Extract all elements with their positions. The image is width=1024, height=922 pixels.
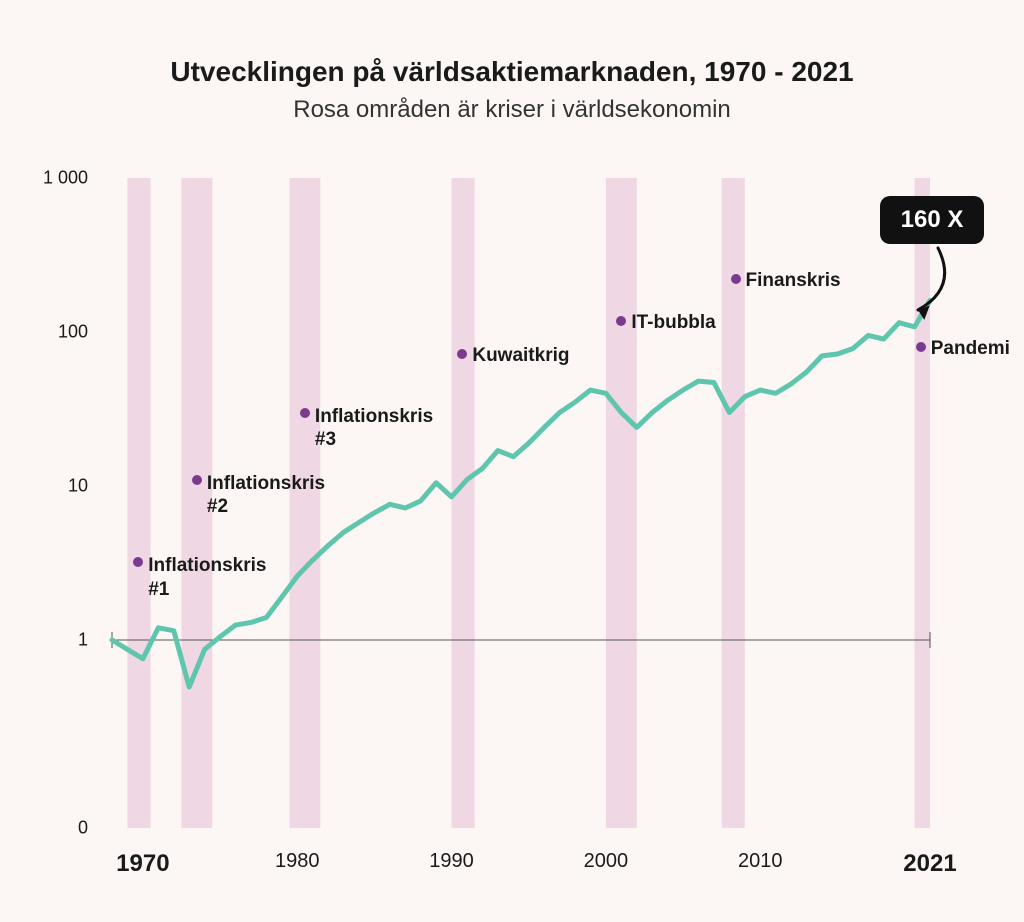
x-tick-label: 2010 [738,850,783,873]
crisis-band [452,178,475,828]
multiplier-badge: 160 X [880,196,984,244]
x-tick-label: 1990 [429,850,474,873]
crisis-label: Inflationskris#2 [207,472,325,520]
y-tick-label: 0 [0,818,88,839]
crisis-dot [300,408,310,418]
crisis-band [915,178,930,828]
y-tick-label: 1 [0,630,88,651]
x-tick-label: 1980 [275,850,320,873]
x-tick-label: 2021 [903,850,956,878]
crisis-label: IT-bubbla [631,311,715,335]
crisis-dot [916,342,926,352]
crisis-dot [192,475,202,485]
crisis-band [606,178,637,828]
crisis-dot [731,274,741,284]
y-tick-label: 10 [0,476,88,497]
chart-svg [0,0,1024,922]
y-tick-label: 100 [0,322,88,343]
x-tick-label: 1970 [116,850,169,878]
y-tick-label: 1 000 [0,168,88,189]
crisis-label: Pandemi [931,337,1010,361]
crisis-band [127,178,150,828]
crisis-label: Kuwaitkrig [472,344,569,368]
x-tick-label: 2000 [584,850,629,873]
crisis-label: Inflationskris#1 [148,554,266,602]
crisis-label: Finanskris [746,269,841,293]
chart-canvas: Utvecklingen på världsaktiemarknaden, 19… [0,0,1024,922]
crisis-label: Inflationskris#3 [315,405,433,453]
